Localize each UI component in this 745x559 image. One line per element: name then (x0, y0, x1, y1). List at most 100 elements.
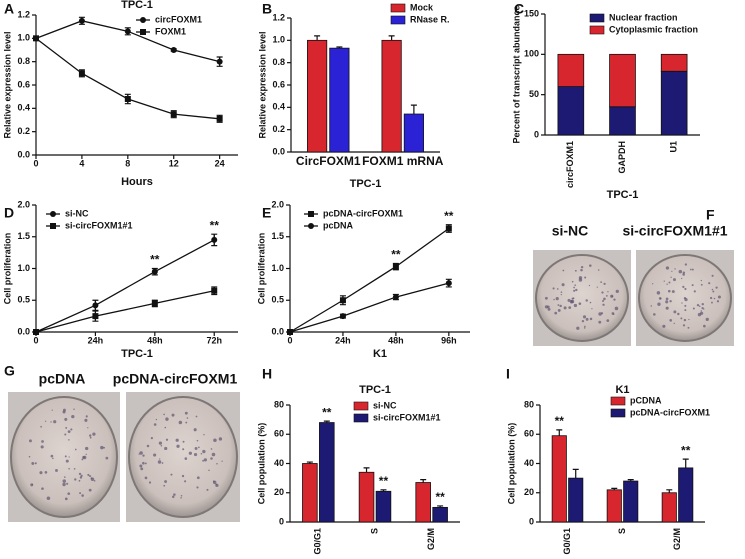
colony (45, 420, 47, 422)
x-axis-label: TPC-1 (350, 178, 382, 190)
colony (698, 305, 701, 307)
colony (103, 446, 106, 449)
y-tick-label: 0.6 (272, 79, 285, 89)
colony (208, 469, 210, 472)
colony (574, 284, 577, 287)
legend-swatch (390, 3, 406, 13)
colony (614, 306, 619, 311)
y-tick-label: 1.2 (17, 9, 30, 19)
y-tick-label: 40 (274, 458, 284, 468)
panel-letter: H (262, 366, 272, 382)
colony (684, 309, 687, 312)
colony (677, 312, 680, 316)
marker (78, 70, 85, 77)
colony (73, 468, 76, 470)
x-tick-label: 24h (88, 335, 104, 345)
colony (552, 287, 555, 290)
x-axis-label: TPC-1 (121, 348, 153, 360)
colony (165, 417, 169, 421)
error-bar (420, 478, 427, 483)
colony (85, 446, 89, 451)
colony (216, 462, 218, 465)
bar (307, 39, 328, 153)
colony (158, 441, 163, 445)
colony (578, 276, 583, 280)
y-tick-label: 100 (524, 49, 539, 59)
colony (138, 453, 140, 455)
colony (163, 484, 166, 487)
significance: ** (435, 490, 445, 504)
error-bar (388, 35, 395, 41)
x-axis-label: Hours (121, 176, 153, 188)
colony (28, 455, 31, 458)
legend-label: pcDNA (323, 220, 354, 230)
significance: ** (681, 443, 691, 457)
colony (164, 426, 167, 429)
colony (89, 436, 92, 439)
error-bar (682, 458, 689, 468)
colony (693, 290, 696, 293)
x-tick-label: circFOXM1 (565, 141, 575, 188)
colony (665, 306, 669, 310)
error-bar (556, 429, 563, 436)
y-axis-label: Cell proliferation (256, 233, 266, 305)
x-tick-label: U1 (669, 141, 679, 153)
legend-label: Nuclear fraction (609, 12, 678, 22)
bar (415, 482, 431, 523)
legend-marker (308, 211, 314, 217)
dish (128, 396, 238, 518)
bar (678, 467, 694, 523)
colony (203, 458, 207, 462)
colony (44, 471, 48, 474)
x-tick-label: 96h (441, 335, 457, 345)
colony (85, 453, 87, 456)
colony (46, 496, 51, 501)
colony (612, 313, 615, 315)
colony (163, 413, 165, 416)
colony (701, 307, 704, 310)
y-tick-label: 0.0 (271, 326, 284, 336)
colony (193, 428, 197, 432)
y-axis-label: Relative expression level (2, 31, 12, 138)
y-tick-label: 0.4 (17, 103, 30, 113)
colony (589, 317, 593, 321)
colony (597, 269, 600, 271)
colony (705, 317, 709, 321)
colony (67, 430, 71, 434)
colony (585, 317, 589, 321)
colony (55, 469, 58, 472)
panel-letter: A (4, 1, 14, 17)
y-tick-label: 1.2 (272, 12, 285, 22)
colony (92, 432, 96, 436)
colony (65, 459, 69, 463)
x-tick-label: GAPDH (617, 141, 627, 174)
bar-segment (557, 53, 585, 87)
colony (670, 276, 672, 279)
colony (713, 297, 716, 300)
colony (50, 421, 52, 423)
significance: ** (322, 405, 332, 419)
colony (663, 280, 665, 282)
colony (184, 457, 188, 460)
colony (105, 456, 109, 460)
x-tick-label: CircFOXM1 (296, 154, 361, 168)
colony (210, 457, 213, 460)
colony (600, 281, 603, 283)
colony (555, 297, 559, 301)
x-tick-label: 0 (33, 158, 38, 168)
colony (184, 411, 188, 415)
colony (182, 448, 185, 451)
x-tick-label: 72h (206, 335, 222, 345)
colony (690, 268, 692, 271)
marker (392, 263, 399, 270)
colony (182, 440, 185, 443)
bar (381, 39, 402, 153)
image-label: si-NC (552, 223, 589, 239)
colony (715, 286, 718, 289)
colony (652, 283, 654, 285)
colony (613, 298, 616, 301)
y-axis-label: Relative expression level (257, 31, 267, 138)
legend-label: pCDNA (630, 395, 662, 405)
dish (10, 396, 118, 518)
colony (657, 302, 661, 306)
